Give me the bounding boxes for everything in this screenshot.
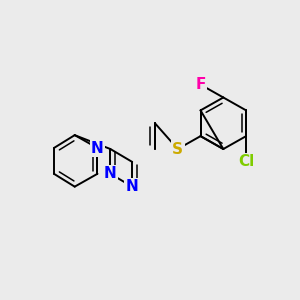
Text: N: N xyxy=(91,140,104,155)
Text: N: N xyxy=(126,179,139,194)
Text: Cl: Cl xyxy=(238,154,254,169)
Text: F: F xyxy=(195,77,206,92)
Text: S: S xyxy=(172,142,183,157)
Text: N: N xyxy=(104,166,117,181)
